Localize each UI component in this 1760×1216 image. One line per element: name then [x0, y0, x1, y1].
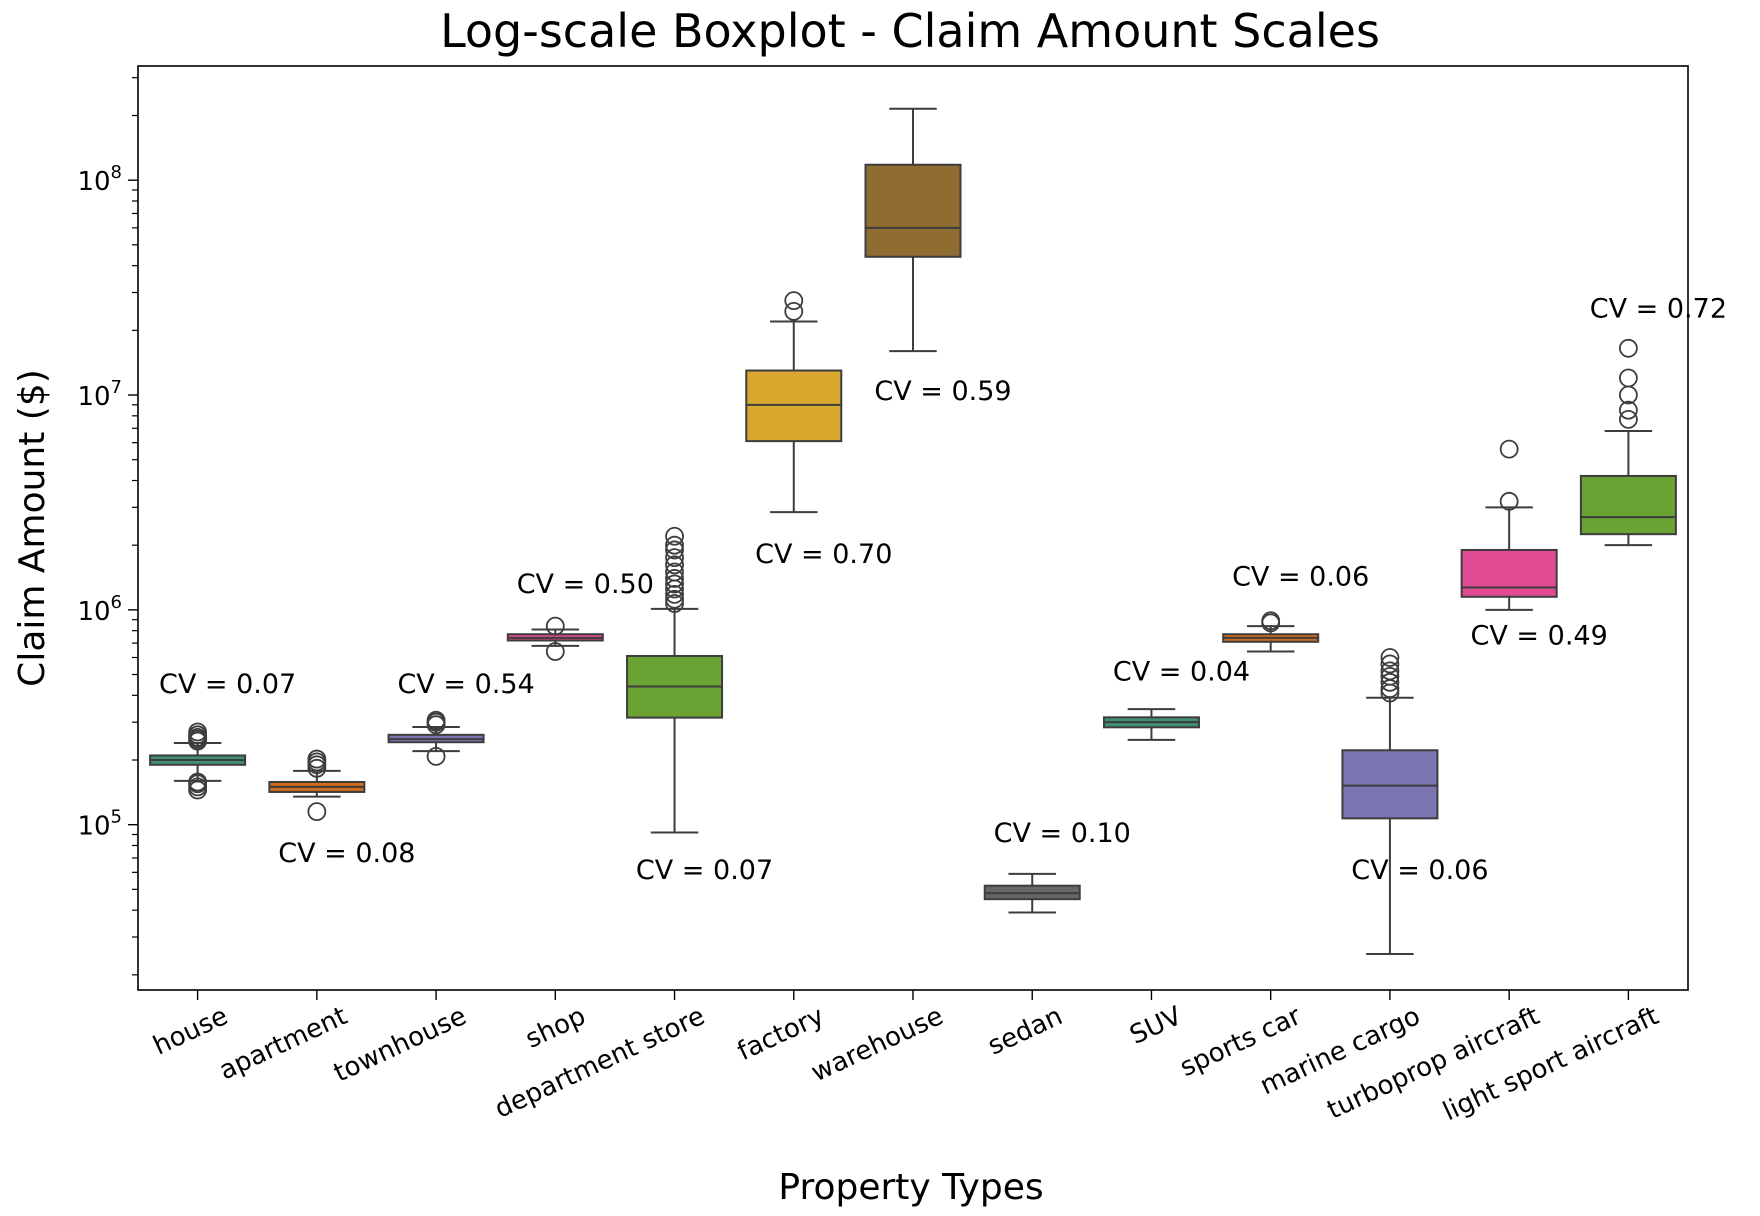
cv-annotation: CV = 0.59 [874, 376, 1011, 407]
outlier-point [1380, 661, 1400, 681]
box-iqr [1460, 548, 1558, 598]
x-tick-label: house [149, 1001, 233, 1061]
outlier-point [1499, 491, 1519, 511]
cv-annotation: CV = 0.06 [1232, 561, 1369, 592]
outlier-point [665, 540, 684, 560]
outlier-point [1380, 654, 1400, 674]
outlier-point [665, 548, 684, 568]
outlier-point [665, 585, 684, 604]
outlier-point [1261, 611, 1281, 631]
y-axis-label: Claim Amount ($) [12, 369, 53, 687]
cv-annotation: CV = 0.72 [1590, 293, 1727, 324]
x-tick-label: sedan [983, 1001, 1067, 1061]
chart-title: Log-scale Boxplot - Claim Amount Scales [440, 4, 1380, 58]
outlier-point [1380, 672, 1400, 692]
cv-annotation: CV = 0.50 [517, 569, 654, 600]
outlier-point [545, 642, 565, 661]
outlier-point [426, 746, 446, 766]
outlier-point [784, 302, 804, 321]
outlier-point [1618, 409, 1638, 429]
y-tick-label: 105 [77, 807, 122, 842]
outlier-point [188, 722, 208, 742]
cv-annotation: CV = 0.54 [397, 669, 534, 700]
x-tick-label: warehouse [807, 1001, 948, 1088]
outlier-point [545, 616, 565, 636]
x-tick-label: shop [521, 1001, 590, 1055]
outlier-point [665, 574, 684, 594]
outlier-point [1618, 368, 1638, 388]
x-axis-label: Property Types [778, 1167, 1043, 1208]
cv-annotation: CV = 0.49 [1471, 620, 1608, 651]
outlier-point [665, 589, 684, 609]
box-iqr [1579, 474, 1677, 536]
outlier-point [665, 562, 684, 582]
outlier-point [665, 594, 684, 613]
outlier-point [307, 749, 327, 769]
outlier-point [784, 291, 804, 311]
x-tick-label: apartment [215, 1001, 352, 1086]
box-iqr [864, 163, 962, 258]
x-tick-label: department store [490, 1001, 709, 1124]
x-tick-label: turboprop aircraft [1323, 1001, 1544, 1125]
outlier-point [665, 555, 684, 575]
cv-annotation: CV = 0.04 [1113, 656, 1250, 687]
cv-annotation: CV = 0.10 [994, 818, 1131, 849]
outlier-point [426, 710, 446, 730]
cv-annotation: CV = 0.07 [636, 855, 773, 886]
outlier-point [665, 535, 684, 555]
box-iqr [1341, 749, 1439, 820]
outlier-point [1499, 439, 1519, 459]
y-tick-label: 107 [77, 377, 122, 412]
x-tick-label: light sport aircraft [1439, 1001, 1664, 1127]
outlier-point [665, 569, 684, 588]
x-tick-label: SUV [1125, 1001, 1186, 1051]
cv-annotation: CV = 0.70 [755, 539, 892, 570]
outlier-point [1380, 666, 1400, 686]
outlier-point [1380, 648, 1400, 667]
outlier-point [307, 802, 327, 822]
x-tick-label: townhouse [329, 1001, 471, 1088]
cv-annotation: CV = 0.08 [278, 838, 415, 869]
outlier-point [188, 772, 208, 792]
y-tick-label: 108 [77, 162, 122, 197]
outlier-point [1618, 338, 1638, 358]
cv-annotation: CV = 0.07 [159, 669, 296, 700]
y-tick-label: 106 [77, 592, 122, 627]
outlier-point [665, 526, 684, 546]
outlier-point [1618, 400, 1638, 420]
cv-annotation: CV = 0.06 [1351, 855, 1488, 886]
